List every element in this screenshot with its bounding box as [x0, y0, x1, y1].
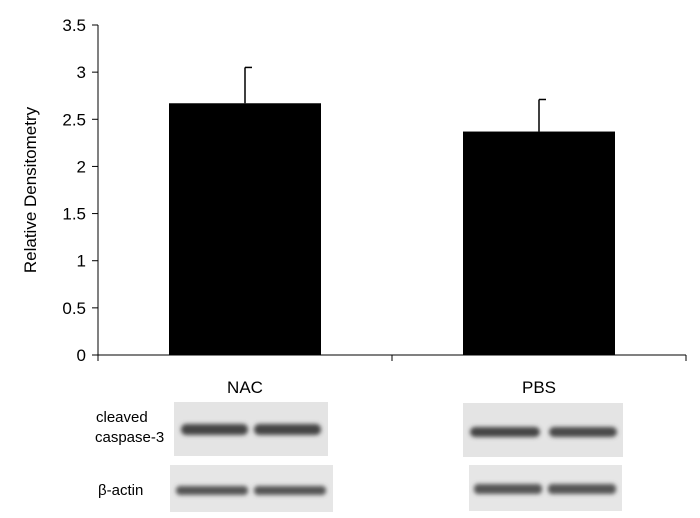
blot-band: [474, 484, 542, 494]
y-tick-label: 3: [77, 63, 86, 82]
bar-pbs: [463, 131, 615, 355]
blot-band: [549, 427, 617, 437]
blot-band: [470, 427, 540, 437]
y-tick-label: 1: [77, 252, 86, 271]
y-tick-label: 2: [77, 157, 86, 176]
bar-chart: 0 0.5 1 1.5 2 2.5 3 3.5 NAC PBS Relative Densito…: [21, 16, 687, 397]
y-axis: 0 0.5 1 1.5 2 2.5 3 3.5: [62, 16, 99, 365]
blot-pbs-caspase: [463, 403, 623, 457]
actin-label: β-actin: [98, 482, 143, 499]
y-tick-label: 2.5: [62, 110, 86, 129]
y-ticks: 0 0.5 1 1.5 2 2.5 3 3.5: [62, 16, 98, 365]
blot-band: [176, 486, 248, 495]
caspase-label-line2: caspase-3: [95, 429, 164, 446]
x-tick-labels: NAC PBS: [227, 378, 556, 397]
blot-band: [254, 424, 321, 435]
blot-nac-actin: [170, 465, 333, 512]
caspase-label-line1: cleaved: [96, 409, 148, 426]
x-tick-label-nac: NAC: [227, 378, 263, 397]
blot-band: [548, 484, 616, 494]
bars: [169, 103, 615, 355]
y-axis-title: Relative Densitometry: [21, 106, 40, 273]
y-tick-label: 0.5: [62, 299, 86, 318]
blot-nac-caspase: [174, 402, 328, 456]
blot-pbs-actin: [469, 465, 622, 511]
bar-nac: [169, 103, 321, 355]
western-blot: cleaved caspase-3 β-actin: [95, 402, 623, 512]
blot-band: [181, 424, 248, 435]
error-bars: [244, 66, 546, 132]
y-tick-label: 3.5: [62, 16, 86, 35]
blot-band: [254, 486, 326, 495]
y-tick-label: 1.5: [62, 205, 86, 224]
x-axis: [97, 354, 687, 361]
y-tick-label: 0: [77, 346, 86, 365]
x-tick-label-pbs: PBS: [522, 378, 556, 397]
